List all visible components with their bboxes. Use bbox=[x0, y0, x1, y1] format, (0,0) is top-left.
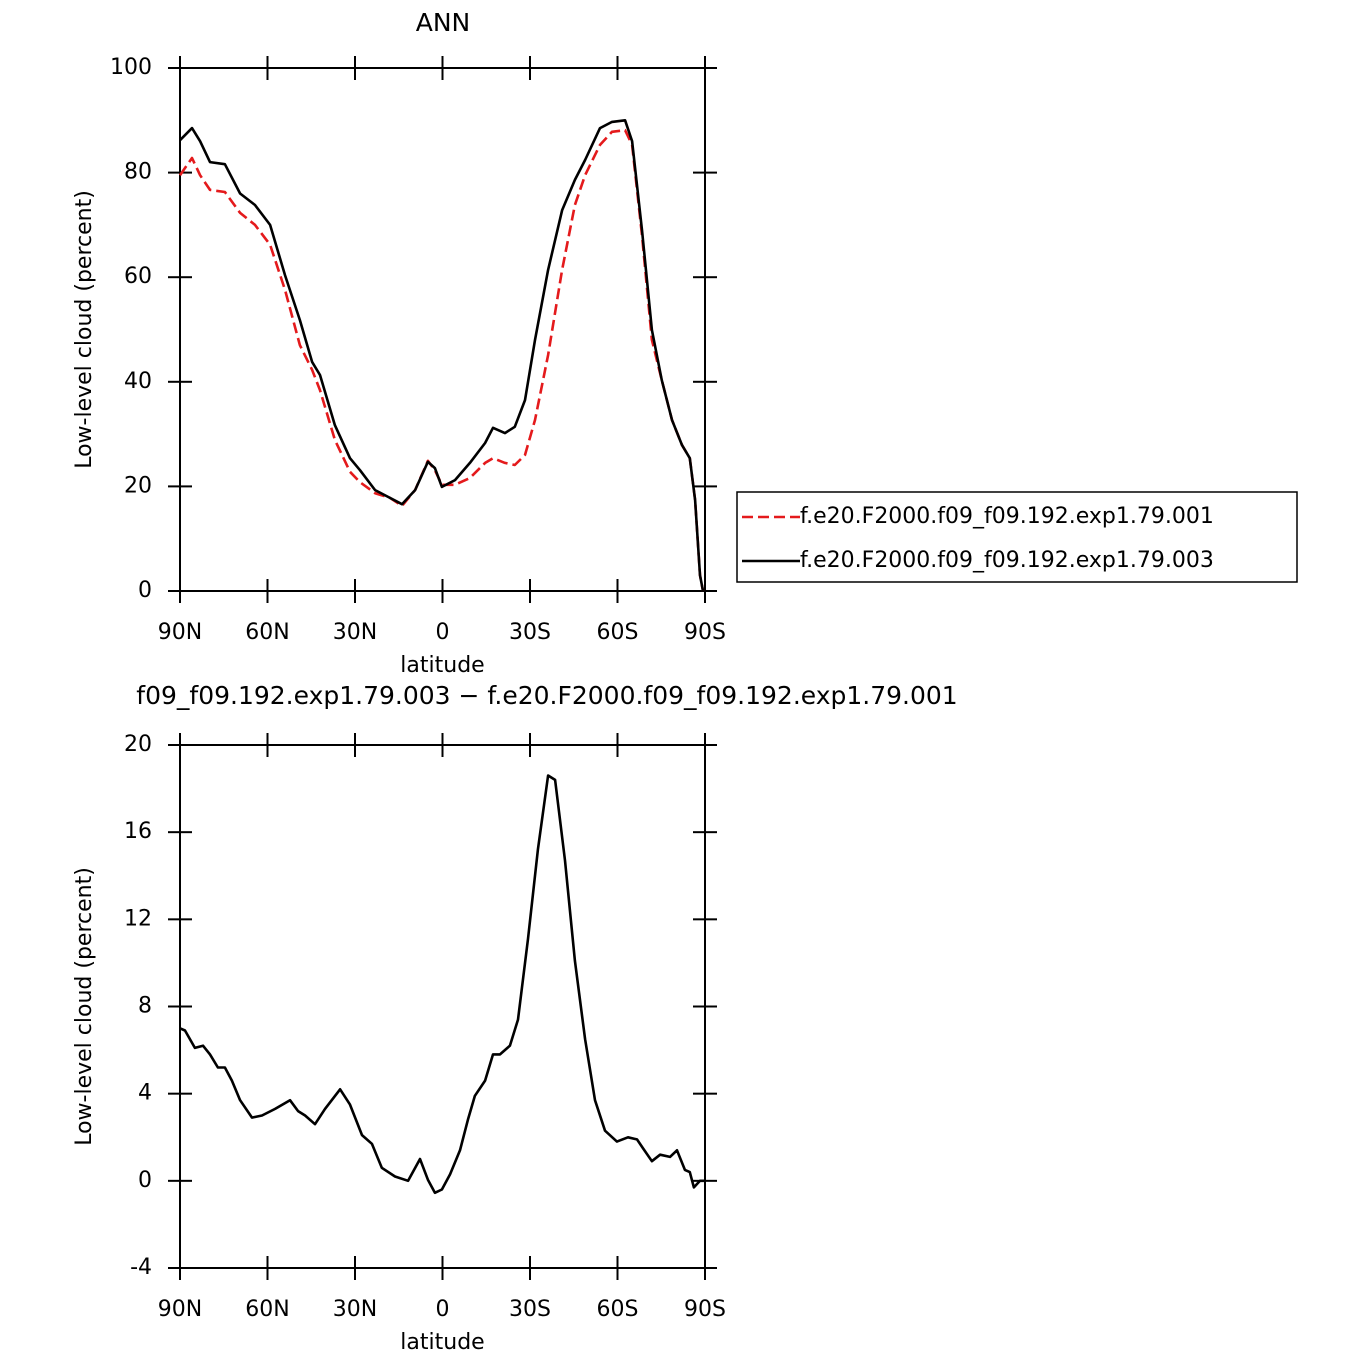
x-tick-label: 30S bbox=[509, 1297, 551, 1322]
x-tick-label: 30S bbox=[509, 620, 551, 645]
x-tick-label: 90S bbox=[684, 1297, 726, 1322]
plot-frame bbox=[179, 67, 706, 592]
x-tick-label: 60S bbox=[597, 620, 639, 645]
x-tick-label: 0 bbox=[436, 1297, 450, 1322]
chart-title: f09_f09.192.exp1.79.003 − f.e20.F2000.f0… bbox=[136, 681, 957, 710]
y-tick-label: 4 bbox=[138, 1081, 152, 1106]
x-tick-label: 30N bbox=[333, 1297, 377, 1322]
y-tick-label: 80 bbox=[124, 160, 152, 185]
data-line bbox=[179, 119, 705, 592]
x-tick-label: 30N bbox=[333, 620, 377, 645]
x-tick-label: 90N bbox=[158, 620, 202, 645]
x-axis-label: latitude bbox=[400, 1330, 484, 1355]
legend-label: f.e20.F2000.f09_f09.192.exp1.79.001 bbox=[800, 504, 1214, 529]
x-tick-label: 0 bbox=[436, 620, 450, 645]
legend-box bbox=[736, 491, 1298, 583]
y-tick-label: 60 bbox=[124, 264, 152, 289]
y-tick-label: 12 bbox=[124, 906, 152, 931]
data-line bbox=[178, 128, 705, 592]
x-tick-label: 60S bbox=[597, 1297, 639, 1322]
y-axis-label: Low-level cloud (percent) bbox=[72, 867, 97, 1146]
x-tick-label: 90N bbox=[158, 1297, 202, 1322]
x-axis-label: latitude bbox=[400, 653, 484, 678]
legend-label: f.e20.F2000.f09_f09.192.exp1.79.003 bbox=[800, 548, 1214, 573]
y-tick-label: -4 bbox=[130, 1255, 152, 1280]
data-line bbox=[179, 774, 705, 1195]
x-tick-label: 90S bbox=[684, 620, 726, 645]
y-tick-label: 20 bbox=[124, 732, 152, 757]
y-tick-label: 0 bbox=[138, 578, 152, 603]
y-tick-label: 0 bbox=[138, 1168, 152, 1193]
x-tick-label: 60N bbox=[245, 1297, 289, 1322]
y-tick-label: 20 bbox=[124, 473, 152, 498]
y-tick-label: 8 bbox=[138, 994, 152, 1019]
chart-title: ANN bbox=[416, 8, 471, 37]
y-tick-label: 100 bbox=[110, 55, 152, 80]
y-tick-label: 40 bbox=[124, 369, 152, 394]
x-tick-label: 60N bbox=[245, 620, 289, 645]
y-axis-label: Low-level cloud (percent) bbox=[72, 190, 97, 469]
y-tick-label: 16 bbox=[124, 819, 152, 844]
